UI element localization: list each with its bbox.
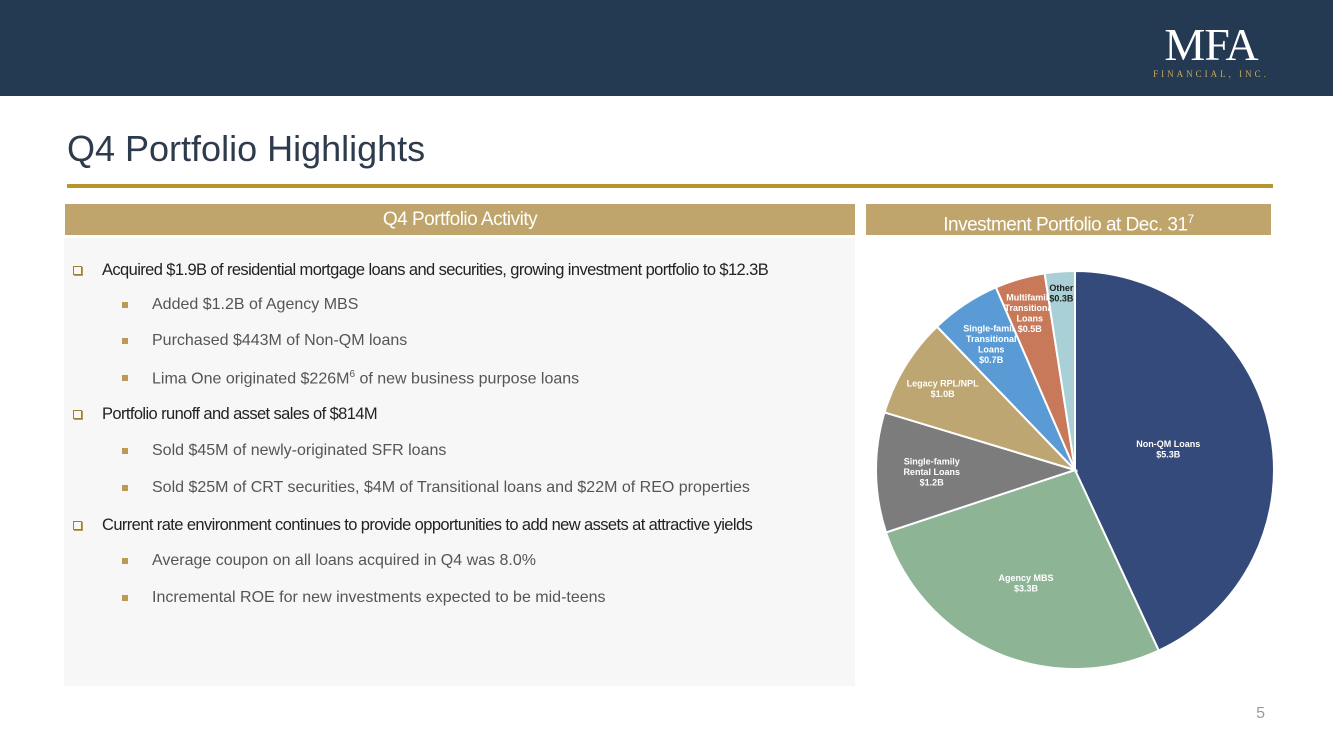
activity-heading: Q4 Portfolio Activity [65, 204, 855, 235]
sub-bullet: Lima One originated $226M6 of new busine… [122, 369, 579, 388]
portfolio-heading: Investment Portfolio at Dec. 317 [866, 204, 1271, 235]
square-bullet-icon [122, 302, 128, 308]
pie-slice-label: Other $0.3B [1049, 283, 1074, 304]
bullet-runoff: Portfolio runoff and asset sales of $814… [73, 405, 378, 424]
bullet-rate-environment: Current rate environment continues to pr… [73, 516, 753, 535]
pie-slice-label: Single-family Transitional Loans $0.7B [963, 323, 1019, 365]
mfa-logo: MFA FINANCIAL, INC. [1151, 19, 1271, 80]
pie-slice-label: Single-family Rental Loans $1.2B [903, 456, 960, 487]
checkbox-bullet-icon [73, 266, 82, 275]
pie-slice-label: Non-QM Loans $5.3B [1136, 439, 1200, 460]
square-bullet-icon [122, 338, 128, 344]
square-bullet-icon [122, 485, 128, 491]
sub-bullet: Sold $45M of newly-originated SFR loans [122, 442, 446, 460]
bullet-acquired: Acquired $1.9B of residential mortgage l… [73, 261, 769, 280]
pie-slice [1074, 269, 1275, 652]
sub-bullet: Sold $25M of CRT securities, $4M of Tran… [122, 479, 750, 497]
footnote-marker: 7 [1187, 212, 1195, 226]
pie-svg: Non-QM Loans $5.3B Agency MBS $3.3B Single-f… [875, 269, 1275, 670]
pie-slice [875, 411, 1079, 534]
square-bullet-icon [122, 558, 128, 564]
header-bar: MFA FINANCIAL, INC. [0, 0, 1333, 96]
checkbox-bullet-icon [73, 521, 82, 530]
activity-panel [64, 238, 855, 686]
checkbox-bullet-icon [73, 410, 82, 419]
portfolio-pie-chart: Non-QM Loans $5.3B Agency MBS $3.3B Single-f… [866, 260, 1286, 680]
pie-slice-label: Multifamily Transitional Loans $0.5B [1005, 293, 1056, 335]
square-bullet-icon [122, 375, 128, 381]
square-bullet-icon [122, 448, 128, 454]
sub-bullet: Added $1.2B of Agency MBS [122, 296, 358, 314]
pie-slice-label: Agency MBS $3.3B [998, 573, 1053, 594]
pie-slice [1043, 269, 1076, 471]
pie-slice-label: Legacy RPL/NPL $1.0B [907, 379, 980, 400]
sub-bullet: Average coupon on all loans acquired in … [122, 552, 536, 570]
logo-subtitle: FINANCIAL, INC. [1153, 69, 1269, 79]
pie-slice [883, 325, 1079, 473]
sub-bullet: Incremental ROE for new investments expe… [122, 589, 606, 607]
logo-mark: MFA [1164, 19, 1258, 70]
page-title: Q4 Portfolio Highlights [67, 128, 426, 169]
sub-bullet: Purchased $443M of Non-QM loans [122, 332, 407, 350]
square-bullet-icon [122, 595, 128, 601]
pie-slice [884, 468, 1161, 670]
page-number: 5 [1256, 705, 1265, 722]
title-divider [67, 184, 1273, 188]
